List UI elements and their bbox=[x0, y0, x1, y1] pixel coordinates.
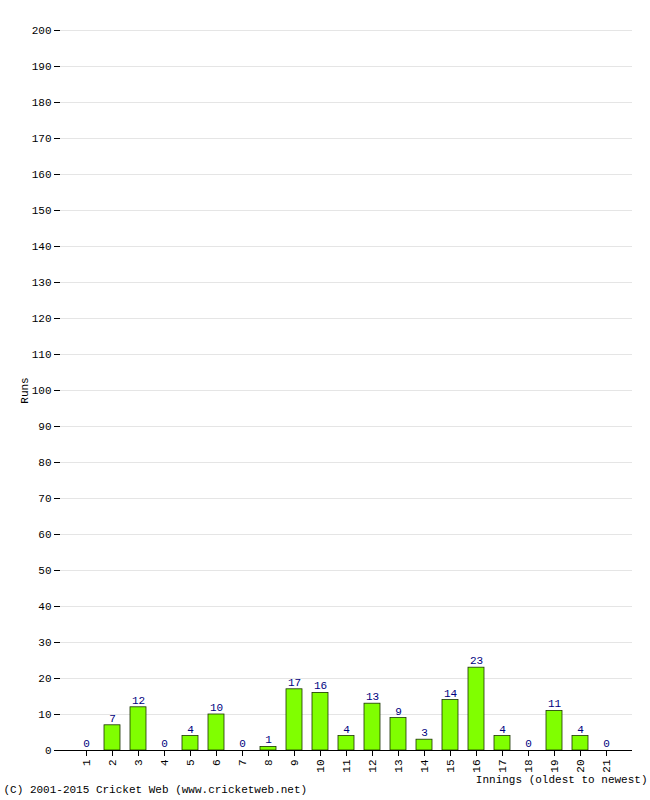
svg-text:23: 23 bbox=[470, 655, 483, 667]
svg-text:90: 90 bbox=[38, 421, 51, 433]
svg-text:19: 19 bbox=[549, 760, 561, 773]
svg-text:12: 12 bbox=[367, 760, 379, 773]
svg-text:20: 20 bbox=[38, 673, 51, 685]
svg-text:30: 30 bbox=[38, 637, 51, 649]
svg-text:170: 170 bbox=[32, 133, 52, 145]
svg-text:50: 50 bbox=[38, 565, 51, 577]
svg-text:13: 13 bbox=[393, 760, 405, 773]
svg-text:9: 9 bbox=[395, 706, 402, 718]
svg-text:60: 60 bbox=[38, 529, 51, 541]
svg-text:180: 180 bbox=[32, 97, 52, 109]
svg-text:150: 150 bbox=[32, 205, 52, 217]
svg-text:6: 6 bbox=[211, 760, 223, 767]
svg-text:1: 1 bbox=[265, 734, 272, 746]
svg-text:12: 12 bbox=[132, 695, 145, 707]
svg-text:160: 160 bbox=[32, 169, 52, 181]
svg-text:3: 3 bbox=[133, 760, 145, 767]
svg-text:40: 40 bbox=[38, 601, 51, 613]
svg-text:15: 15 bbox=[445, 760, 457, 773]
svg-text:200: 200 bbox=[32, 25, 52, 37]
svg-text:3: 3 bbox=[421, 727, 428, 739]
svg-text:16: 16 bbox=[471, 760, 483, 773]
svg-text:0: 0 bbox=[161, 738, 168, 750]
svg-text:5: 5 bbox=[185, 760, 197, 767]
svg-text:4: 4 bbox=[159, 759, 171, 766]
svg-text:100: 100 bbox=[32, 385, 52, 397]
svg-text:120: 120 bbox=[32, 313, 52, 325]
svg-text:18: 18 bbox=[523, 760, 535, 773]
svg-text:10: 10 bbox=[38, 709, 51, 721]
svg-text:1: 1 bbox=[81, 759, 93, 766]
svg-text:130: 130 bbox=[32, 277, 52, 289]
svg-text:110: 110 bbox=[32, 349, 52, 361]
svg-text:21: 21 bbox=[601, 759, 613, 773]
svg-text:14: 14 bbox=[444, 688, 458, 700]
svg-text:0: 0 bbox=[239, 738, 246, 750]
svg-text:140: 140 bbox=[32, 241, 52, 253]
svg-text:20: 20 bbox=[575, 760, 587, 773]
svg-text:0: 0 bbox=[525, 738, 532, 750]
svg-text:4: 4 bbox=[499, 724, 506, 736]
svg-text:4: 4 bbox=[577, 724, 584, 736]
svg-text:0: 0 bbox=[603, 738, 610, 750]
svg-text:70: 70 bbox=[38, 493, 51, 505]
svg-text:10: 10 bbox=[315, 760, 327, 773]
svg-text:Runs: Runs bbox=[19, 377, 31, 403]
svg-text:0: 0 bbox=[83, 738, 90, 750]
svg-text:(C) 2001-2015 Cricket Web (www: (C) 2001-2015 Cricket Web (www.cricketwe… bbox=[4, 784, 308, 796]
svg-text:4: 4 bbox=[343, 724, 350, 736]
svg-text:7: 7 bbox=[109, 713, 116, 725]
svg-text:11: 11 bbox=[341, 759, 353, 773]
svg-text:13: 13 bbox=[366, 691, 379, 703]
svg-text:16: 16 bbox=[314, 680, 327, 692]
svg-text:4: 4 bbox=[187, 724, 194, 736]
svg-text:Innings (oldest to newest): Innings (oldest to newest) bbox=[476, 774, 648, 786]
svg-text:2: 2 bbox=[107, 760, 119, 767]
svg-text:9: 9 bbox=[289, 760, 301, 767]
svg-text:17: 17 bbox=[288, 677, 301, 689]
svg-text:17: 17 bbox=[497, 760, 509, 773]
svg-text:10: 10 bbox=[210, 702, 223, 714]
svg-text:11: 11 bbox=[548, 698, 562, 710]
svg-text:8: 8 bbox=[263, 760, 275, 767]
svg-text:14: 14 bbox=[419, 759, 431, 773]
svg-text:80: 80 bbox=[38, 457, 51, 469]
svg-text:7: 7 bbox=[237, 760, 249, 767]
svg-text:0: 0 bbox=[45, 745, 52, 757]
svg-text:190: 190 bbox=[32, 61, 52, 73]
